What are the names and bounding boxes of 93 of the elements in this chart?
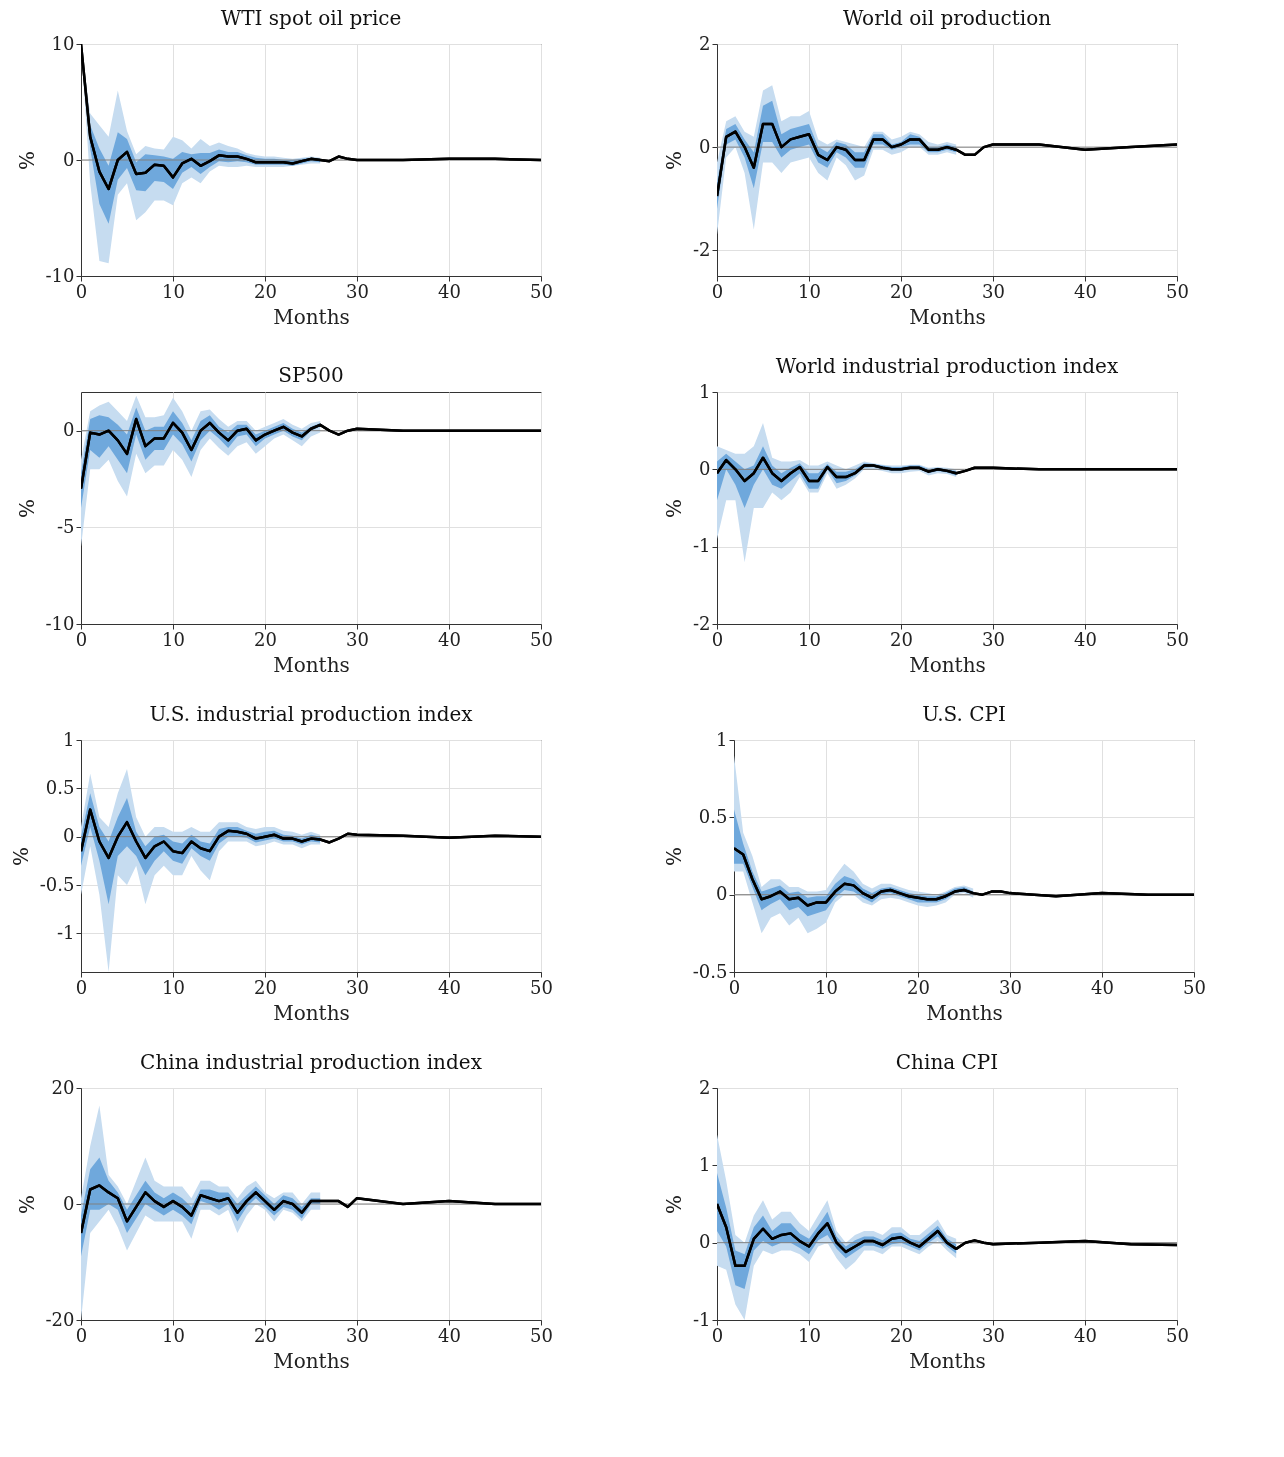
x-tick-label: 50	[530, 1324, 553, 1346]
x-axis-title: Months	[273, 304, 350, 329]
x-tick-label: 40	[1074, 280, 1097, 302]
y-tick-label: 0	[699, 135, 711, 157]
x-tick-label: 10	[162, 976, 185, 998]
x-tick-label: 50	[1166, 628, 1189, 650]
y-axis-title: %	[661, 1194, 686, 1215]
x-tick-label: 40	[1074, 628, 1097, 650]
y-tick-label: -10	[45, 264, 75, 286]
y-tick-label: 1	[699, 380, 711, 402]
y-tick-label: 0.5	[45, 776, 75, 798]
x-tick-label: 20	[254, 280, 277, 302]
y-tick-label: 0	[63, 1192, 75, 1214]
x-axis-title: Months	[926, 1000, 1003, 1025]
x-axis-title: Months	[273, 652, 350, 677]
y-tick-label: 0.5	[698, 805, 728, 827]
chart-title: World industrial production index	[775, 354, 1119, 378]
x-axis-title: Months	[909, 652, 986, 677]
x-tick-label: 20	[890, 628, 913, 650]
x-tick-label: 20	[254, 1324, 277, 1346]
x-tick-label: 30	[982, 1324, 1005, 1346]
x-tick-label: 40	[438, 628, 461, 650]
y-tick-label: -0.5	[692, 960, 728, 982]
x-tick-label: 50	[530, 976, 553, 998]
x-tick-label: 50	[1166, 1324, 1189, 1346]
y-tick-label: -1	[692, 1308, 711, 1330]
y-tick-label: 20	[51, 1076, 75, 1098]
x-axis-title: Months	[273, 1348, 350, 1373]
y-tick-label: 0	[716, 883, 728, 905]
x-tick-label: 40	[438, 280, 461, 302]
y-axis-title: %	[661, 846, 686, 867]
chart-title: U.S. CPI	[922, 702, 1006, 726]
chart-title: China CPI	[895, 1050, 999, 1074]
y-tick-label: 1	[699, 1153, 711, 1175]
y-tick-label: 0	[699, 457, 711, 479]
x-tick-label: 30	[346, 280, 369, 302]
y-axis-title: %	[661, 150, 686, 171]
chart-title: U.S. industrial production index	[149, 702, 474, 726]
y-tick-label: -5	[56, 515, 75, 537]
x-tick-label: 20	[890, 1324, 913, 1346]
y-tick-label: 0	[63, 419, 75, 441]
x-tick-label: 30	[999, 976, 1022, 998]
y-tick-label: 0	[699, 1231, 711, 1253]
x-tick-label: 40	[1091, 976, 1114, 998]
x-tick-label: 10	[798, 628, 821, 650]
y-axis-title: %	[14, 150, 39, 171]
x-tick-label: 40	[438, 976, 461, 998]
x-tick-label: 10	[798, 1324, 821, 1346]
chart-title: SP500	[278, 363, 344, 387]
x-tick-label: 20	[254, 628, 277, 650]
x-tick-label: 50	[530, 280, 553, 302]
x-tick-label: 10	[162, 1324, 185, 1346]
x-tick-label: 20	[254, 976, 277, 998]
y-axis-title: %	[661, 498, 686, 519]
y-tick-label: -0.5	[39, 873, 75, 895]
y-tick-label: -1	[56, 921, 75, 943]
y-tick-label: -10	[45, 612, 75, 634]
y-tick-label: 2	[699, 1076, 711, 1098]
x-tick-label: 50	[1183, 976, 1206, 998]
x-axis-title: Months	[273, 1000, 350, 1025]
chart-title: WTI spot oil price	[220, 6, 402, 30]
x-axis-title: Months	[909, 1348, 986, 1373]
y-tick-label: -20	[45, 1308, 75, 1330]
chart-title: World oil production	[842, 6, 1052, 30]
x-tick-label: 20	[907, 976, 930, 998]
x-tick-label: 50	[530, 628, 553, 650]
y-tick-label: 0	[63, 825, 75, 847]
x-axis-title: Months	[909, 304, 986, 329]
y-tick-label: 0	[63, 148, 75, 170]
x-tick-label: 10	[815, 976, 838, 998]
y-tick-label: -2	[692, 612, 711, 634]
y-tick-label: -1	[692, 535, 711, 557]
x-tick-label: 50	[1166, 280, 1189, 302]
x-tick-label: 30	[982, 280, 1005, 302]
x-tick-label: 10	[162, 628, 185, 650]
y-axis-title: %	[8, 846, 33, 867]
x-tick-label: 30	[346, 1324, 369, 1346]
y-axis-title: %	[14, 1194, 39, 1215]
x-tick-label: 30	[346, 976, 369, 998]
chart-title: China industrial production index	[140, 1050, 483, 1074]
x-tick-label: 10	[162, 280, 185, 302]
x-tick-label: 30	[982, 628, 1005, 650]
x-tick-label: 20	[890, 280, 913, 302]
y-tick-label: -2	[692, 238, 711, 260]
y-axis-title: %	[14, 498, 39, 519]
x-tick-label: 10	[798, 280, 821, 302]
y-tick-label: 10	[51, 32, 75, 54]
x-tick-label: 40	[438, 1324, 461, 1346]
y-tick-label: 2	[699, 32, 711, 54]
x-tick-label: 30	[346, 628, 369, 650]
x-tick-label: 40	[1074, 1324, 1097, 1346]
y-tick-label: 1	[63, 728, 75, 750]
y-tick-label: 1	[716, 728, 728, 750]
